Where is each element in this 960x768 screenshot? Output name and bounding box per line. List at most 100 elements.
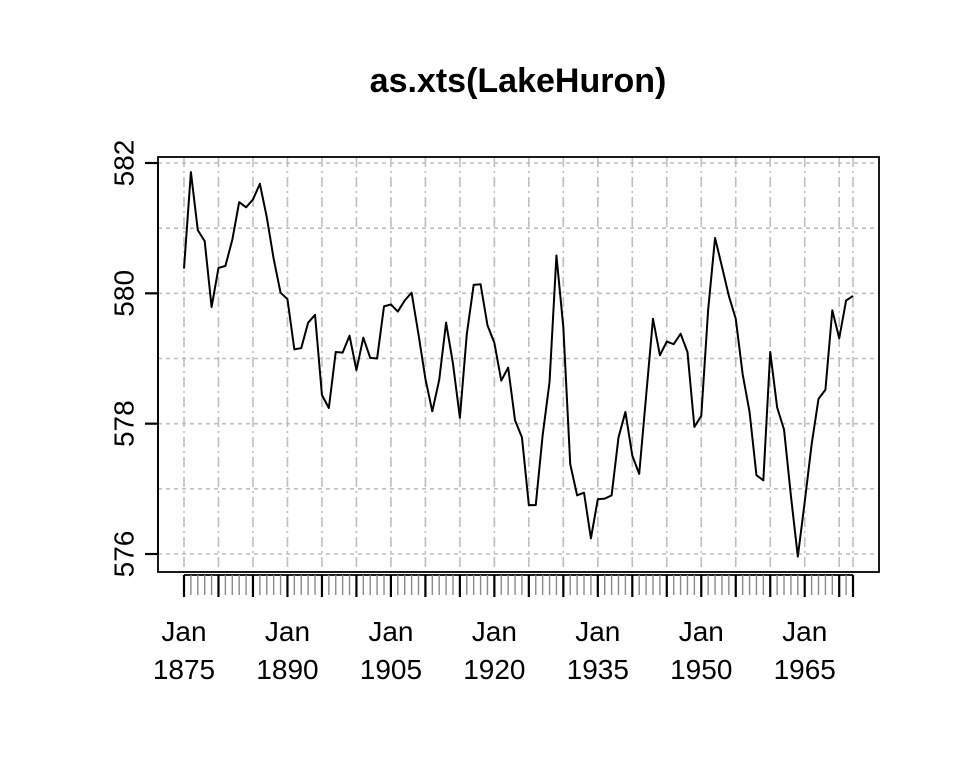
x-tick-label-month: Jan bbox=[782, 616, 827, 647]
x-axis: Jan 1875 Jan 1890 Jan 1905 Jan 1920 Jan 1935 Jan 19… bbox=[153, 574, 855, 685]
x-tick-label-year: 1920 bbox=[463, 654, 525, 685]
data-point bbox=[217, 267, 220, 270]
y-tick-label: 580 bbox=[108, 270, 139, 317]
data-point bbox=[527, 504, 530, 507]
data-point bbox=[300, 347, 303, 350]
data-point bbox=[210, 306, 213, 309]
data-point bbox=[224, 265, 227, 268]
data-point bbox=[610, 494, 613, 497]
x-tick-label-month: Jan bbox=[472, 616, 517, 647]
data-point bbox=[258, 182, 261, 185]
data-point bbox=[838, 337, 841, 340]
data-point bbox=[741, 373, 744, 376]
data-point bbox=[486, 324, 489, 327]
data-point bbox=[796, 555, 799, 558]
data-point bbox=[314, 313, 317, 316]
data-point bbox=[500, 379, 503, 382]
y-axis: 576 578 580 582 bbox=[108, 140, 159, 578]
x-tick-label-year: 1965 bbox=[774, 654, 836, 685]
data-point bbox=[321, 394, 324, 397]
data-point bbox=[341, 351, 344, 354]
data-point bbox=[424, 377, 427, 380]
data-point bbox=[583, 491, 586, 494]
x-tick-label-year: 1950 bbox=[670, 654, 732, 685]
data-point bbox=[334, 351, 337, 354]
data-point bbox=[403, 299, 406, 302]
data-point bbox=[734, 317, 737, 320]
data-point bbox=[645, 395, 648, 398]
series-line-lake-huron bbox=[183, 171, 854, 558]
data-point bbox=[355, 369, 358, 372]
data-point bbox=[658, 354, 661, 357]
data-point bbox=[438, 379, 441, 382]
data-point bbox=[265, 216, 268, 219]
data-point bbox=[431, 410, 434, 413]
data-point bbox=[652, 317, 655, 320]
data-point bbox=[762, 479, 765, 482]
data-point bbox=[521, 436, 524, 439]
data-point bbox=[307, 321, 310, 324]
data-point bbox=[279, 291, 282, 294]
data-point bbox=[348, 334, 351, 337]
data-point bbox=[638, 472, 641, 475]
data-point bbox=[190, 171, 193, 174]
data-point bbox=[700, 414, 703, 417]
data-point bbox=[631, 454, 634, 457]
y-tick-label: 582 bbox=[108, 140, 139, 187]
data-point bbox=[252, 198, 255, 201]
data-point bbox=[396, 310, 399, 313]
data-point bbox=[803, 500, 806, 503]
data-point bbox=[665, 340, 668, 343]
data-point bbox=[507, 366, 510, 369]
data-point bbox=[748, 411, 751, 414]
data-point bbox=[852, 295, 855, 298]
data-point bbox=[755, 474, 758, 477]
data-point bbox=[590, 537, 593, 540]
data-point bbox=[196, 229, 199, 232]
data-point bbox=[541, 434, 544, 437]
data-point bbox=[327, 407, 330, 410]
data-point bbox=[383, 305, 386, 308]
x-tick-label-year: 1875 bbox=[153, 654, 215, 685]
data-point bbox=[390, 303, 393, 306]
data-point bbox=[238, 201, 241, 204]
data-point bbox=[417, 333, 420, 336]
data-point bbox=[783, 428, 786, 431]
data-point bbox=[562, 326, 565, 329]
data-point bbox=[831, 309, 834, 312]
data-point bbox=[376, 357, 379, 360]
chart-title: as.xts(LakeHuron) bbox=[370, 62, 667, 100]
data-point bbox=[286, 298, 289, 301]
data-point bbox=[445, 321, 448, 324]
data-point bbox=[362, 336, 365, 339]
data-point bbox=[769, 351, 772, 354]
data-point bbox=[183, 267, 186, 270]
data-point bbox=[534, 504, 537, 507]
data-point bbox=[776, 406, 779, 409]
data-point bbox=[555, 254, 558, 257]
data-point bbox=[727, 295, 730, 298]
data-point bbox=[458, 416, 461, 419]
data-point bbox=[721, 265, 724, 268]
data-point bbox=[493, 341, 496, 344]
y-tick-label: 576 bbox=[108, 531, 139, 578]
x-tick-label-year: 1935 bbox=[567, 654, 629, 685]
data-point bbox=[617, 436, 620, 439]
data-point bbox=[693, 426, 696, 429]
data-point bbox=[548, 381, 551, 384]
data-point bbox=[603, 497, 606, 500]
x-tick-label-month: Jan bbox=[679, 616, 724, 647]
data-point bbox=[824, 388, 827, 391]
y-tick-label: 578 bbox=[108, 400, 139, 447]
data-point bbox=[231, 239, 234, 242]
x-tick-label-month: Jan bbox=[368, 616, 413, 647]
data-point bbox=[465, 333, 468, 336]
data-point bbox=[452, 362, 455, 365]
data-point bbox=[672, 343, 675, 346]
data-point bbox=[810, 443, 813, 446]
x-tick-label-year: 1905 bbox=[360, 654, 422, 685]
data-point bbox=[686, 351, 689, 354]
data-point bbox=[203, 240, 206, 243]
